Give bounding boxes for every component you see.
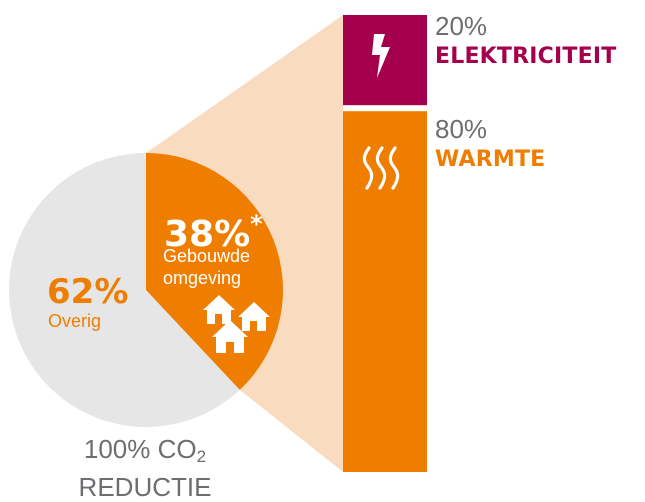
bar-value-warmte: 80%	[435, 114, 488, 144]
bar-label-warmte: WARMTE	[435, 147, 546, 172]
bar-label-elektriciteit: ELEKTRICITEIT	[435, 44, 617, 69]
heat-waves-icon	[362, 146, 400, 190]
bar-segment-warmte	[343, 111, 427, 472]
pie-slice-overig	[9, 153, 240, 428]
slice-value-gebouwde-omgeving: 38%*	[164, 210, 263, 255]
slice-value-overig: 62%	[47, 272, 129, 312]
slice-label-gebouwde-omgeving: Gebouwde omgeving	[163, 246, 251, 288]
bar-value-elektriciteit: 20%	[435, 11, 488, 41]
bar-segment-elektriciteit	[343, 15, 427, 106]
lightning-icon	[372, 34, 390, 78]
houses-icon	[203, 295, 270, 353]
slice-label-overig: Overig	[48, 311, 102, 331]
footnote-asterisk: *	[250, 210, 263, 238]
